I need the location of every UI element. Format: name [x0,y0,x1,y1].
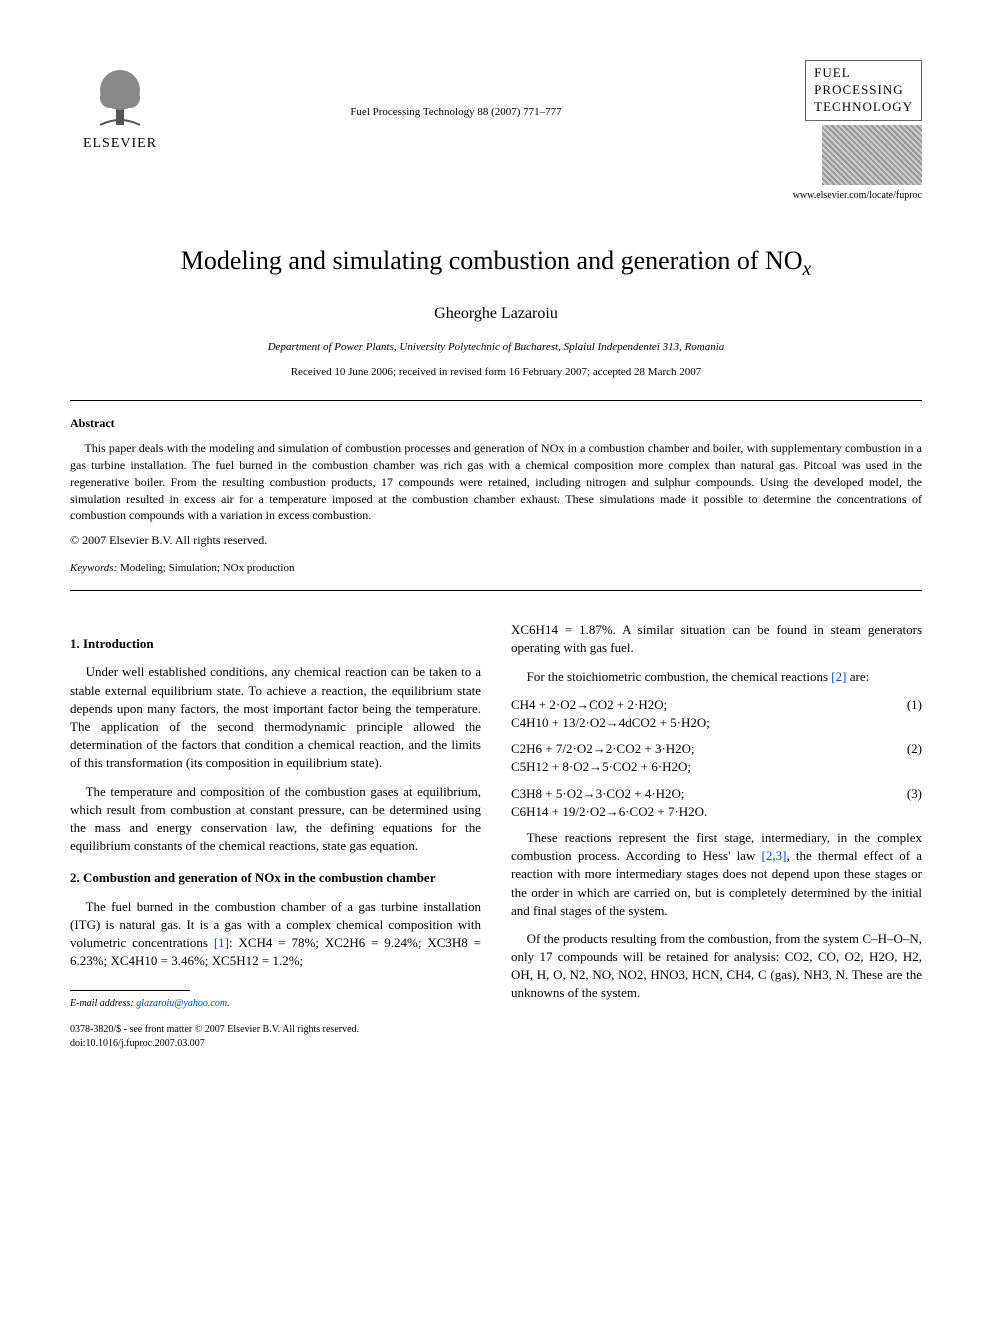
equation-block-2: C2H6 + 7/2·O2→2·CO2 + 3·H2O; C5H12 + 8·O… [511,740,922,776]
two-column-body: 1. Introduction Under well established c… [70,621,922,1051]
section-heading-intro: 1. Introduction [70,635,481,653]
journal-logo-line: PROCESSING [814,82,913,99]
equation: CH4 + 2·O2→CO2 + 2·H2O; C4H10 + 13/2·O2→… [511,696,710,732]
right-column: XC6H14 = 1.87%. A similar situation can … [511,621,922,1051]
elsevier-tree-icon [90,60,150,130]
author-name: Gheorghe Lazaroiu [70,303,922,325]
equation: C2H6 + 7/2·O2→2·CO2 + 3·H2O; C5H12 + 8·O… [511,740,695,776]
corresponding-email: E-mail address: glazaroiu@yahoo.com. [70,997,481,1011]
journal-logo-line: TECHNOLOGY [814,99,913,116]
paragraph: Under well established conditions, any c… [70,663,481,772]
divider [70,400,922,401]
journal-logo-line: FUEL [814,65,913,82]
email-link[interactable]: glazaroiu@yahoo.com [136,998,227,1009]
abstract-copyright: © 2007 Elsevier B.V. All rights reserved… [70,532,922,549]
paragraph: The temperature and composition of the c… [70,783,481,856]
text: For the stoichiometric combustion, the c… [527,669,832,684]
journal-header: ELSEVIER Fuel Processing Technology 88 (… [70,60,922,203]
paragraph: The fuel burned in the combustion chambe… [70,898,481,971]
article-title: Modeling and simulating combustion and g… [70,243,922,283]
citation-link[interactable]: [2] [831,669,846,684]
text: are: [846,669,869,684]
keywords-label: Keywords: [70,562,117,574]
divider [70,590,922,591]
eq-line: C3H8 + 5·O2→3·CO2 + 4·H2O; [511,785,707,803]
equation-number: (1) [897,696,922,714]
journal-url[interactable]: www.elsevier.com/locate/fuproc [742,189,922,203]
keywords-text: Modeling; Simulation; NOx production [117,562,294,574]
author-affiliation: Department of Power Plants, University P… [70,340,922,355]
paragraph: These reactions represent the first stag… [511,829,922,920]
paragraph: For the stoichiometric combustion, the c… [511,668,922,686]
equation-number: (3) [897,785,922,803]
paragraph: XC6H14 = 1.87%. A similar situation can … [511,621,922,657]
article-dates: Received 10 June 2006; received in revis… [70,365,922,380]
keywords: Keywords: Modeling; Simulation; NOx prod… [70,561,922,576]
title-text: Modeling and simulating combustion and g… [181,246,803,275]
publisher-logo: ELSEVIER [70,60,170,154]
abstract-text: This paper deals with the modeling and s… [70,440,922,524]
email-label: E-mail address: [70,998,134,1009]
journal-logo: FUEL PROCESSING TECHNOLOGY [805,60,922,121]
doi-block: 0378-3820/$ - see front matter © 2007 El… [70,1023,481,1051]
eq-line: C4H10 + 13/2·O2→4dCO2 + 5·H2O; [511,714,710,732]
abstract-heading: Abstract [70,415,922,432]
equation-number: (2) [897,740,922,758]
eq-line: C6H14 + 19/2·O2→6·CO2 + 7·H2O. [511,803,707,821]
journal-reference: Fuel Processing Technology 88 (2007) 771… [170,60,742,120]
doi-line: doi:10.1016/j.fuproc.2007.03.007 [70,1037,481,1051]
left-column: 1. Introduction Under well established c… [70,621,481,1051]
front-matter-line: 0378-3820/$ - see front matter © 2007 El… [70,1023,481,1037]
paragraph: Of the products resulting from the combu… [511,930,922,1003]
citation-link[interactable]: [1] [214,935,229,950]
journal-logo-box: FUEL PROCESSING TECHNOLOGY www.elsevier.… [742,60,922,203]
eq-line: C2H6 + 7/2·O2→2·CO2 + 3·H2O; [511,740,695,758]
eq-line: C5H12 + 8·O2→5·CO2 + 6·H2O; [511,758,695,776]
footnote-separator [70,990,190,991]
citation-link[interactable]: [2,3] [762,848,787,863]
equation: C3H8 + 5·O2→3·CO2 + 4·H2O; C6H14 + 19/2·… [511,785,707,821]
journal-cover-thumbnail [822,125,922,185]
equation-block-1: CH4 + 2·O2→CO2 + 2·H2O; C4H10 + 13/2·O2→… [511,696,922,732]
publisher-name: ELSEVIER [83,134,157,154]
title-subscript: x [803,259,812,280]
section-heading-combustion: 2. Combustion and generation of NOx in t… [70,869,481,887]
eq-line: CH4 + 2·O2→CO2 + 2·H2O; [511,696,710,714]
equation-block-3: C3H8 + 5·O2→3·CO2 + 4·H2O; C6H14 + 19/2·… [511,785,922,821]
